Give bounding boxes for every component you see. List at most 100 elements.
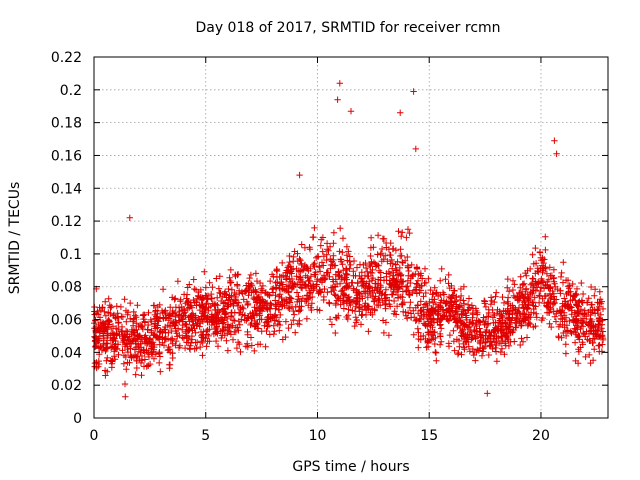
data-point bbox=[514, 297, 521, 304]
data-point bbox=[157, 368, 164, 375]
data-point bbox=[464, 331, 471, 338]
data-point bbox=[208, 321, 215, 329]
data-point bbox=[468, 336, 475, 343]
data-point bbox=[445, 343, 453, 350]
data-point bbox=[409, 289, 416, 297]
data-point bbox=[465, 295, 473, 302]
data-point bbox=[204, 338, 211, 345]
data-point bbox=[363, 280, 370, 287]
data-point bbox=[424, 323, 431, 330]
data-point bbox=[213, 328, 220, 335]
data-point bbox=[562, 341, 569, 348]
data-point bbox=[248, 289, 255, 296]
data-point bbox=[154, 310, 161, 317]
data-point bbox=[313, 278, 321, 285]
data-point bbox=[525, 296, 532, 304]
data-point bbox=[491, 331, 498, 339]
data-point bbox=[298, 261, 305, 269]
data-point bbox=[466, 348, 473, 355]
data-point bbox=[392, 288, 400, 296]
data-point bbox=[532, 270, 539, 277]
data-point bbox=[159, 334, 166, 341]
data-point bbox=[269, 286, 276, 293]
data-point bbox=[473, 348, 480, 356]
data-point bbox=[590, 323, 597, 331]
data-point bbox=[172, 342, 179, 349]
data-point bbox=[384, 258, 391, 265]
data-point bbox=[253, 277, 261, 285]
data-point bbox=[596, 288, 603, 295]
data-point bbox=[206, 326, 213, 333]
data-point bbox=[173, 337, 180, 345]
data-point bbox=[105, 309, 112, 316]
data-point bbox=[319, 234, 327, 241]
data-point bbox=[270, 285, 277, 292]
data-point bbox=[298, 241, 305, 248]
data-point bbox=[437, 299, 444, 306]
data-point bbox=[420, 320, 428, 327]
data-point bbox=[397, 293, 405, 300]
data-point bbox=[197, 328, 205, 336]
data-point bbox=[146, 360, 154, 368]
data-point bbox=[353, 316, 361, 324]
data-point bbox=[241, 288, 248, 295]
data-point bbox=[385, 332, 393, 339]
data-point bbox=[427, 286, 434, 294]
data-point bbox=[311, 260, 318, 267]
data-point bbox=[524, 297, 532, 305]
data-point bbox=[562, 314, 570, 321]
data-point bbox=[558, 269, 565, 277]
data-point bbox=[450, 327, 457, 334]
data-point bbox=[223, 292, 230, 299]
data-point bbox=[598, 332, 606, 339]
data-point bbox=[296, 171, 303, 179]
data-point bbox=[470, 351, 477, 359]
data-point bbox=[356, 308, 363, 315]
data-point bbox=[476, 325, 483, 332]
data-point bbox=[441, 312, 448, 319]
data-point bbox=[252, 299, 260, 306]
data-point bbox=[133, 320, 140, 327]
data-point bbox=[504, 294, 512, 301]
data-point bbox=[108, 358, 115, 365]
data-point bbox=[283, 274, 290, 282]
data-point bbox=[346, 253, 353, 260]
data-point bbox=[98, 346, 106, 354]
data-point bbox=[277, 311, 284, 319]
data-point bbox=[594, 326, 601, 334]
data-point bbox=[426, 316, 434, 323]
data-point bbox=[332, 276, 339, 283]
data-point bbox=[479, 348, 487, 355]
data-point bbox=[391, 308, 398, 315]
data-point bbox=[428, 296, 436, 303]
data-point bbox=[134, 336, 142, 343]
data-point bbox=[507, 338, 514, 346]
data-point bbox=[396, 270, 403, 277]
data-point bbox=[577, 325, 584, 333]
data-point bbox=[247, 334, 255, 341]
data-point bbox=[263, 318, 271, 325]
data-point bbox=[460, 297, 467, 304]
data-point bbox=[288, 321, 295, 328]
data-point bbox=[261, 322, 268, 329]
data-point bbox=[399, 229, 406, 236]
data-point bbox=[222, 309, 229, 317]
data-point bbox=[445, 271, 452, 279]
data-point bbox=[211, 306, 219, 314]
data-point bbox=[315, 253, 322, 260]
data-point bbox=[194, 292, 202, 299]
data-point bbox=[517, 341, 524, 349]
data-point bbox=[225, 301, 232, 308]
data-point bbox=[366, 261, 373, 269]
data-point bbox=[479, 344, 486, 352]
data-point bbox=[122, 307, 130, 314]
data-point bbox=[408, 261, 415, 269]
data-point bbox=[115, 351, 122, 358]
data-point bbox=[470, 326, 478, 334]
data-point bbox=[358, 282, 366, 290]
data-point bbox=[445, 305, 452, 312]
data-point bbox=[588, 301, 595, 308]
data-point bbox=[535, 292, 543, 299]
data-point bbox=[112, 345, 119, 352]
